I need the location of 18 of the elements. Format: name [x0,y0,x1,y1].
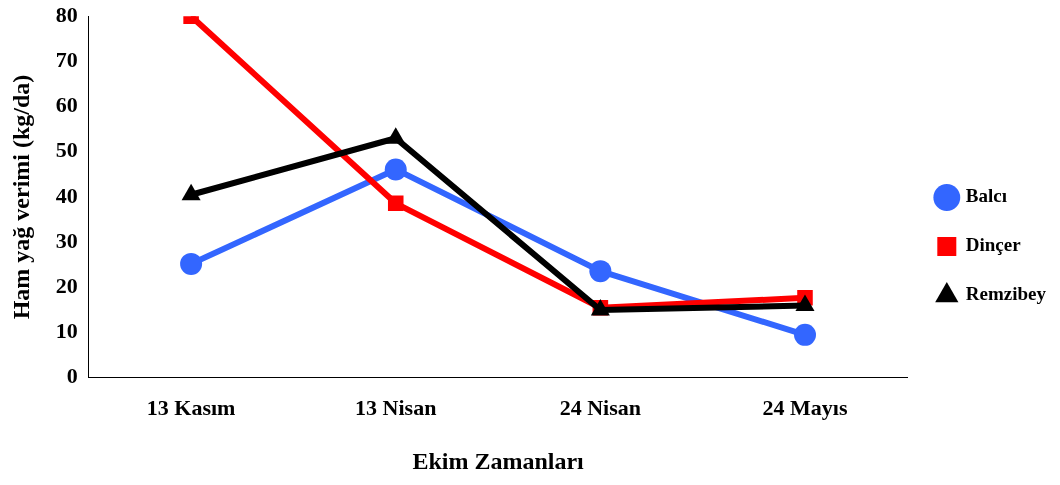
legend-label: Remzibey [965,283,1047,305]
y-tick-label: 10 [55,318,78,344]
x-tick-label: 24 Mayıs [762,394,848,420]
x-tick-label: 13 Nisan [355,394,437,420]
y-tick-label: 40 [55,182,78,208]
y-tick-label: 50 [55,137,78,163]
y-tick-label: 70 [55,47,78,73]
y-axis-title: Ham yağ verimi (kg/da) [7,74,34,320]
legend-label: Balcı [965,185,1007,207]
y-tick-label: 80 [55,1,78,27]
y-tick-label: 20 [55,273,78,299]
x-axis-title: Ekim Zamanları [412,447,585,474]
x-tick-label: 13 Kasım [146,394,236,420]
y-tick-label: 0 [66,363,78,389]
x-tick-label: 24 Nisan [559,394,642,420]
y-tick-label: 60 [55,92,78,118]
y-tick-label: 30 [55,227,78,253]
legend-label: Dinçer [965,234,1022,256]
